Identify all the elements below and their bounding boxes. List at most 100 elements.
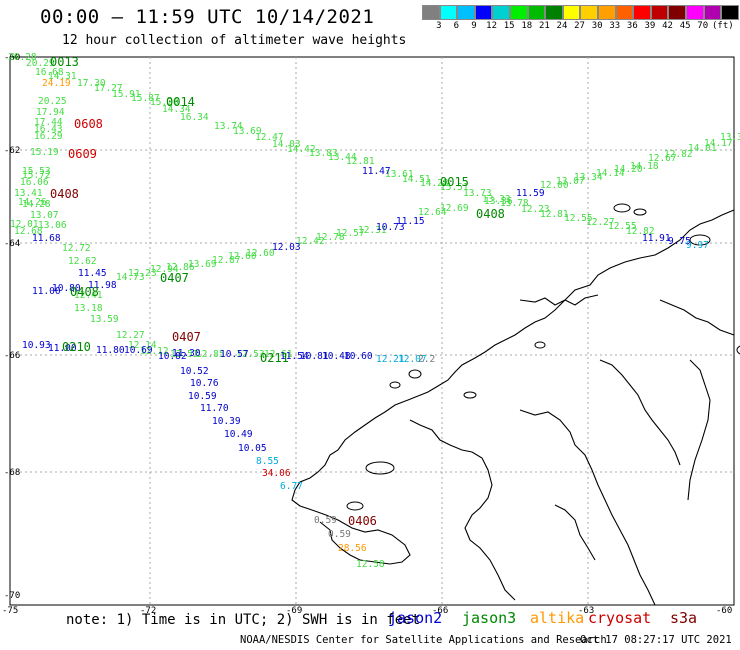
wave-height-label: 12.55 [608, 221, 637, 232]
wave-height-label: 14.03 [272, 139, 301, 150]
track-time-label: 0406 [348, 514, 377, 528]
wave-height-label: 12.61 [264, 349, 293, 360]
longitude-label: -75 [2, 606, 18, 616]
color-swatch [721, 5, 739, 20]
wave-height-label: 11.80 [96, 345, 125, 356]
wave-height-label: 14.18 [630, 161, 659, 172]
islands [346, 203, 740, 511]
wave-height-label: 10.69 [124, 345, 153, 356]
wave-height-label: 8.55 [256, 456, 279, 467]
wave-height-label: 10.39 [212, 416, 241, 427]
color-scale-label: 33 [609, 21, 621, 31]
wave-height-label: 12.72 [62, 243, 91, 254]
wave-height-label: 12.87 [212, 255, 241, 266]
wave-height-label: 12.27 [586, 217, 615, 228]
wave-height-label: 11.98 [88, 280, 117, 291]
wave-height-label: 12.57 [336, 228, 365, 239]
wave-height-label: 15.53 [22, 166, 51, 177]
wave-height-label: 10.52 [180, 366, 209, 377]
wave-height-label: 13.83 [309, 148, 338, 159]
wave-height-label: 10.49 [224, 429, 253, 440]
color-swatch [615, 5, 634, 20]
footer-credit: NOAA/NESDIS Center for Satellite Applica… [240, 634, 607, 646]
color-scale-label: 6 [453, 21, 460, 31]
color-scale-swatches [422, 5, 739, 20]
wave-height-label: 13.44 [328, 152, 357, 163]
wave-height-label: 15.87 [131, 93, 160, 104]
wave-height-label: 12.94 [150, 264, 179, 275]
note-text: note: 1) Time is in UTC; 2) SWH is in fe… [66, 612, 421, 628]
page-title: 00:00 – 11:59 UTC 10/14/2021 [40, 6, 375, 28]
color-scale: 3 6 9 12 15 18 21 24 27 30 33 36 39 42 45 70 (ft) [422, 5, 739, 31]
wave-height-label: 14.28 [22, 199, 51, 210]
track-time-label: 0015 [440, 175, 469, 189]
color-swatch [650, 5, 669, 20]
latitude-label: -62 [4, 146, 20, 156]
wave-height-label: 11.70 [200, 403, 229, 414]
wave-height-label: 16.68 [35, 67, 64, 78]
wave-height-label: 14.01 [688, 143, 717, 154]
color-scale-label: 36 [626, 21, 638, 31]
wave-height-label: 2.2 [418, 354, 435, 365]
wave-height-label: 12.64 [418, 207, 447, 218]
color-swatch [562, 5, 581, 20]
wave-height-label: 14.20 [614, 164, 643, 175]
wave-height-label: 11.47 [362, 166, 391, 177]
longitude-label: -60 [716, 606, 732, 616]
wave-height-label: 14.31 [48, 71, 77, 82]
color-swatch [457, 5, 475, 20]
wave-height-label: 16.43 [34, 124, 63, 135]
gridlines [10, 57, 734, 605]
wave-height-label: 13.31 [720, 132, 740, 143]
wave-height-label: 11.15 [396, 216, 425, 227]
wave-height-label: 13.59 [90, 314, 119, 325]
wave-height-label: 16.06 [20, 177, 49, 188]
wave-height-label: 12.07 [398, 354, 427, 365]
track-time-label: 0014 [166, 95, 195, 109]
wave-height-label: 10.80 [52, 283, 81, 294]
track-time-label: 0210 [62, 340, 91, 354]
legend-jason3: jason3 [462, 609, 517, 627]
wave-height-label: 12.23 [128, 268, 157, 279]
wave-height-label: 12.58 [356, 559, 385, 570]
track-time-label: 0211 [260, 351, 289, 365]
color-scale-unit: (ft) [712, 21, 734, 31]
wave-height-label: 13.69 [188, 259, 217, 270]
wave-height-label: 12.23 [521, 204, 550, 215]
color-swatch [439, 5, 458, 20]
color-swatch [668, 5, 686, 20]
track-time-label: 0407 [172, 330, 201, 344]
page-subtitle: 12 hour collection of altimeter wave hei… [62, 33, 407, 48]
latitude-label: -66 [4, 351, 20, 361]
footer-timestamp: Oct 17 08:27:17 UTC 2021 [580, 634, 732, 646]
wave-height-label: 10.73 [376, 222, 405, 233]
wave-height-label: 12.60 [246, 248, 275, 259]
longitude-label: -63 [578, 606, 594, 616]
wave-height-label: 12.03 [272, 242, 301, 253]
wave-height-label: 12.67 [648, 153, 677, 164]
color-scale-label: 45 [679, 21, 691, 31]
wave-height-label: 12.42 [296, 236, 325, 247]
color-scale-label: 39 [644, 21, 656, 31]
color-scale-label: 27 [574, 21, 585, 31]
wave-height-label: 12.69 [440, 203, 469, 214]
wave-height-label: 20.29 [26, 58, 55, 69]
wave-height-label: 12.31 [358, 225, 387, 236]
wave-height-label: 14.73 [116, 272, 145, 283]
legend-altika: altika [530, 609, 585, 627]
wave-height-label: 10.57 [220, 349, 249, 360]
longitude-label: -66 [432, 606, 448, 616]
wave-height-label: 15.51 [440, 182, 469, 193]
wave-height-label: 12.00 [540, 180, 569, 191]
wave-height-label: 16.34 [180, 112, 209, 123]
color-swatch [685, 5, 704, 20]
wave-height-label: 13.73 [463, 188, 492, 199]
wave-height-label: 12.60 [228, 251, 257, 262]
latitude-label: -60 [4, 53, 20, 63]
wave-height-label: 12.81 [346, 156, 375, 167]
wave-height-label: 10.48 [322, 351, 351, 362]
wave-height-label: 12.62 [68, 256, 97, 267]
color-scale-label: 30 [591, 21, 603, 31]
color-scale-label: 3 [436, 21, 442, 31]
